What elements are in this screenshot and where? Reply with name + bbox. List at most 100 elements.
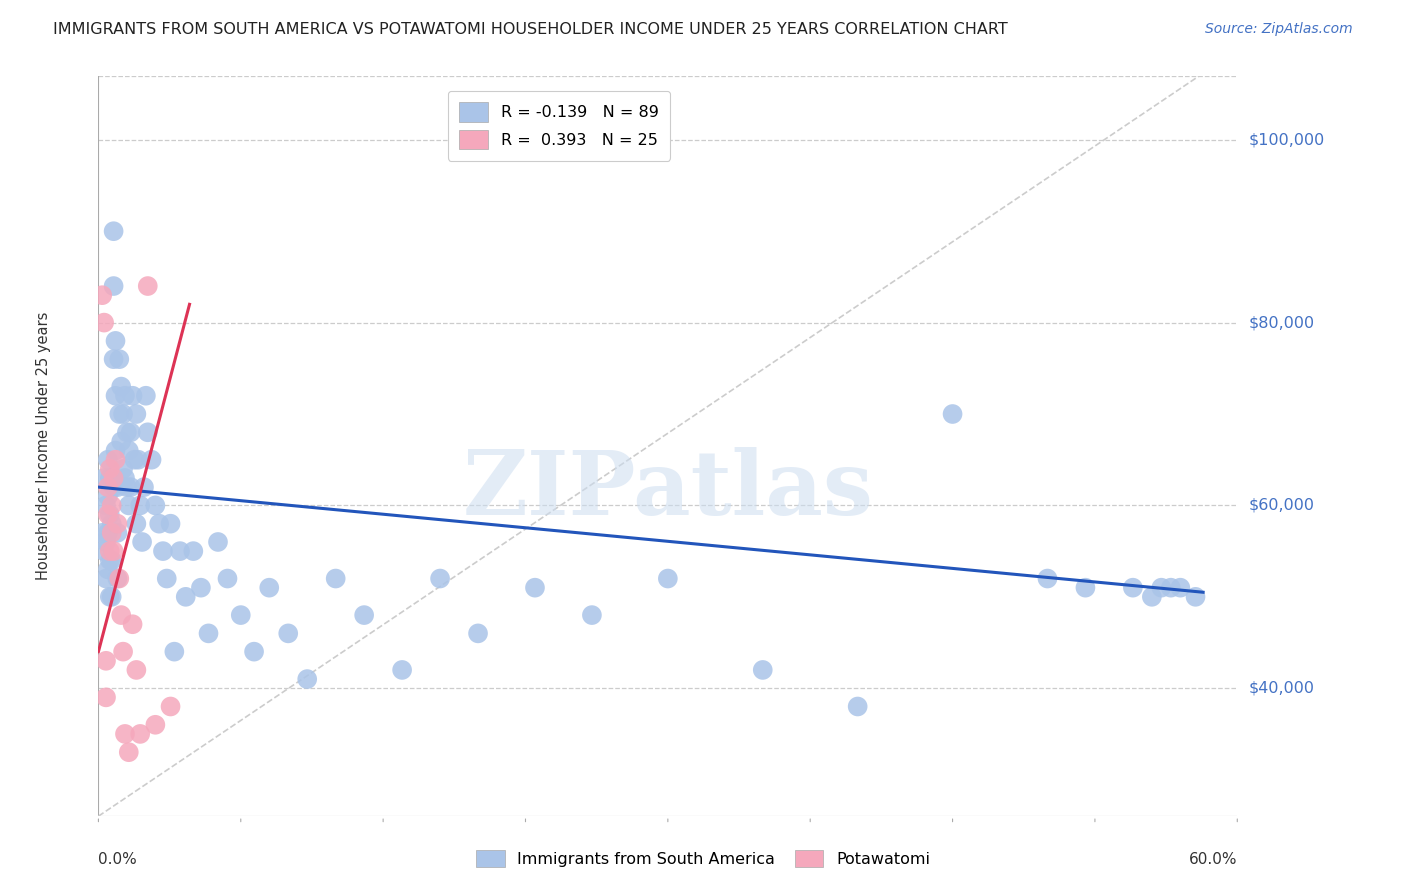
Point	[259, 581, 281, 595]
Point	[190, 581, 212, 595]
Point	[100, 590, 122, 604]
Point	[174, 590, 197, 604]
Point	[94, 535, 117, 549]
Point	[156, 572, 179, 586]
Point	[297, 672, 319, 686]
Point	[120, 425, 142, 440]
Point	[135, 389, 157, 403]
Point	[110, 434, 132, 449]
Point	[98, 462, 121, 476]
Text: 60.0%: 60.0%	[1189, 852, 1237, 867]
Point	[115, 425, 138, 440]
Point	[183, 544, 205, 558]
Legend: Immigrants from South America, Potawatomi: Immigrants from South America, Potawatom…	[470, 844, 936, 873]
Point	[112, 462, 135, 476]
Point	[97, 508, 120, 522]
Point	[197, 626, 219, 640]
Point	[103, 352, 125, 367]
Point	[217, 572, 239, 586]
Point	[136, 425, 159, 440]
Point	[1160, 581, 1182, 595]
Point	[353, 608, 375, 623]
Point	[107, 516, 129, 531]
Point	[103, 480, 125, 494]
Point	[145, 499, 167, 513]
Point	[125, 663, 148, 677]
Point	[132, 480, 155, 494]
Point	[107, 525, 129, 540]
Point	[1140, 590, 1163, 604]
Text: Householder Income Under 25 years: Householder Income Under 25 years	[37, 312, 51, 580]
Point	[93, 471, 115, 485]
Point	[657, 572, 679, 586]
Point	[118, 499, 141, 513]
Text: IMMIGRANTS FROM SOUTH AMERICA VS POTAWATOMI HOUSEHOLDER INCOME UNDER 25 YEARS CO: IMMIGRANTS FROM SOUTH AMERICA VS POTAWAT…	[53, 22, 1008, 37]
Point	[229, 608, 252, 623]
Point	[141, 452, 163, 467]
Point	[98, 471, 121, 485]
Point	[115, 480, 138, 494]
Point	[107, 572, 129, 586]
Point	[93, 316, 115, 330]
Legend: R = -0.139   N = 89, R =  0.393   N = 25: R = -0.139 N = 89, R = 0.393 N = 25	[449, 91, 669, 161]
Point	[152, 544, 174, 558]
Point	[148, 516, 170, 531]
Point	[100, 499, 122, 513]
Point	[118, 443, 141, 458]
Point	[91, 288, 114, 302]
Point	[129, 727, 152, 741]
Point	[97, 489, 120, 503]
Point	[104, 334, 127, 348]
Point	[243, 645, 266, 659]
Point	[108, 407, 131, 421]
Point	[129, 499, 152, 513]
Point	[325, 572, 347, 586]
Point	[103, 471, 125, 485]
Point	[942, 407, 965, 421]
Point	[100, 525, 122, 540]
Point	[108, 352, 131, 367]
Point	[97, 452, 120, 467]
Point	[97, 525, 120, 540]
Point	[94, 690, 117, 705]
Point	[207, 535, 229, 549]
Point	[112, 407, 135, 421]
Point	[1036, 572, 1059, 586]
Point	[127, 452, 149, 467]
Point	[1170, 581, 1192, 595]
Point	[114, 727, 136, 741]
Point	[104, 443, 127, 458]
Text: $100,000: $100,000	[1249, 132, 1324, 147]
Text: $80,000: $80,000	[1249, 315, 1315, 330]
Point	[93, 544, 115, 558]
Point	[124, 452, 146, 467]
Point	[136, 279, 159, 293]
Point	[94, 654, 117, 668]
Point	[100, 553, 122, 567]
Point	[1184, 590, 1206, 604]
Point	[110, 379, 132, 393]
Point	[1150, 581, 1173, 595]
Point	[163, 645, 186, 659]
Point	[429, 572, 451, 586]
Point	[94, 572, 117, 586]
Point	[159, 699, 181, 714]
Point	[100, 516, 122, 531]
Point	[145, 718, 167, 732]
Point	[752, 663, 775, 677]
Point	[97, 480, 120, 494]
Point	[104, 452, 127, 467]
Point	[91, 525, 114, 540]
Point	[118, 745, 141, 759]
Point	[103, 279, 125, 293]
Point	[94, 499, 117, 513]
Point	[1122, 581, 1144, 595]
Point	[131, 535, 153, 549]
Text: $60,000: $60,000	[1249, 498, 1315, 513]
Point	[107, 480, 129, 494]
Point	[391, 663, 413, 677]
Point	[98, 544, 121, 558]
Point	[108, 572, 131, 586]
Point	[104, 389, 127, 403]
Point	[169, 544, 191, 558]
